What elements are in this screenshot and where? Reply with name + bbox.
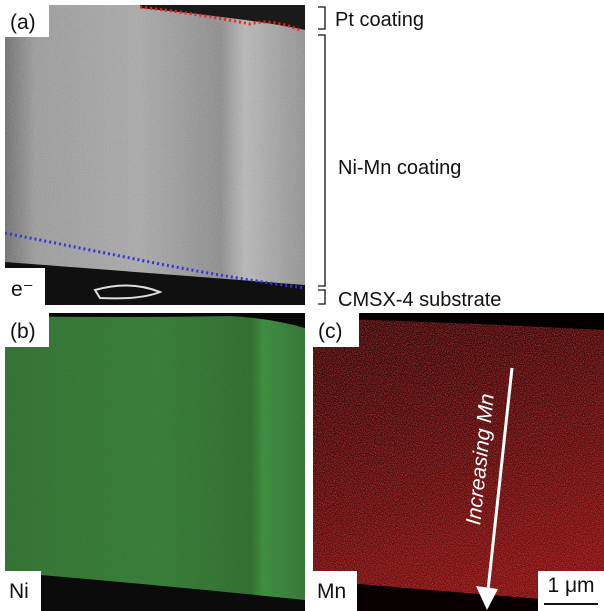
scale-label: 1 μm xyxy=(547,574,594,597)
panel-b: (b) Ni xyxy=(5,313,305,611)
bracket xyxy=(318,35,325,286)
bracket xyxy=(318,290,325,304)
layer-label: Ni-Mn coating xyxy=(338,157,461,179)
panel-label: (b) xyxy=(10,320,36,343)
signal-label: Ni xyxy=(9,580,29,603)
page: (a) e⁻ Pt coating Ni-Mn coating CMSX-4 s… xyxy=(0,0,604,611)
texture xyxy=(5,5,305,305)
signal-label: Mn xyxy=(317,580,346,603)
panel-label: (c) xyxy=(318,320,343,343)
brackets xyxy=(318,7,325,304)
figure: (a) e⁻ Pt coating Ni-Mn coating CMSX-4 s… xyxy=(0,0,604,611)
bracket xyxy=(318,7,325,29)
texture xyxy=(313,313,604,611)
panel-a: (a) e⁻ xyxy=(5,5,305,305)
layer-label: Pt coating xyxy=(335,9,424,31)
panel-c: (c) Mn Increasing Mn 1 μm xyxy=(313,313,604,611)
texture xyxy=(5,313,305,611)
panel-label: (a) xyxy=(10,11,36,34)
layer-label: CMSX-4 substrate xyxy=(338,289,501,311)
signal-label: e⁻ xyxy=(11,278,34,301)
